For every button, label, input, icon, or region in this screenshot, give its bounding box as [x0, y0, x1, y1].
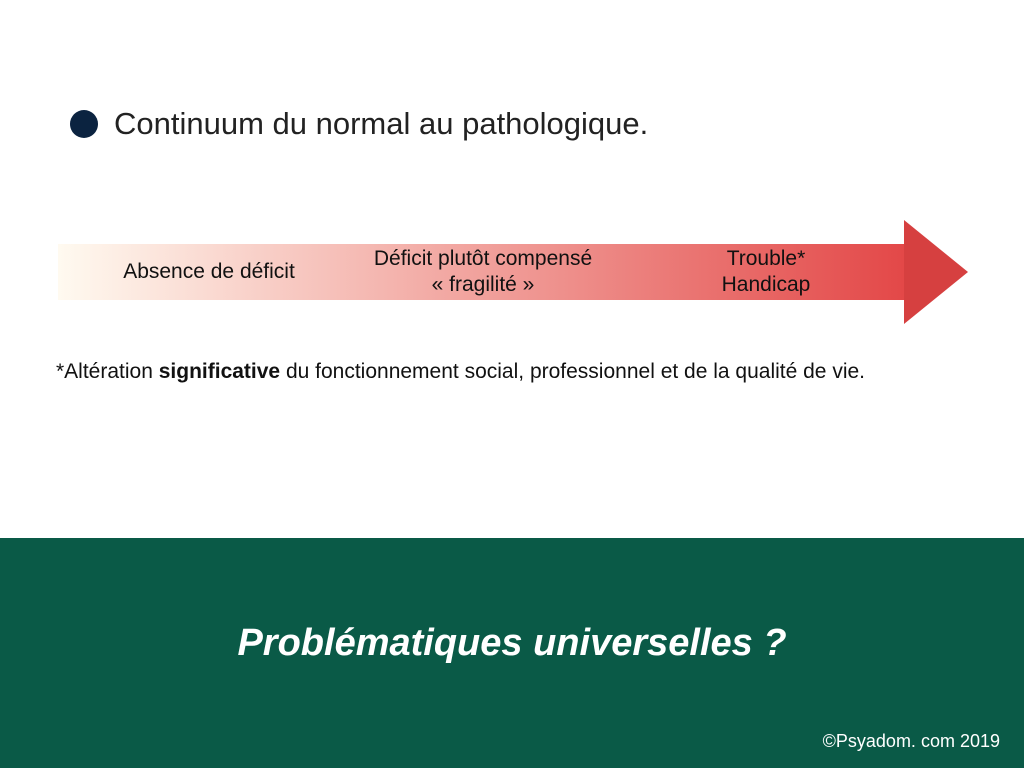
- bullet-icon: [70, 110, 98, 138]
- footnote: *Altération significative du fonctionnem…: [56, 360, 968, 384]
- arrow-label-1: Absence de déficit: [94, 259, 324, 285]
- arrow-labels: Absence de déficit Déficit plutôt compen…: [58, 220, 968, 324]
- arrow-label-1-line1: Absence de déficit: [123, 260, 295, 283]
- arrow-label-2-line1: Déficit plutôt compensé: [374, 247, 592, 270]
- arrow-label-3: Trouble* Handicap: [686, 246, 846, 299]
- upper-panel: Continuum du normal au pathologique. Abs…: [0, 0, 1024, 538]
- arrow-label-2: Déficit plutôt compensé « fragilité »: [358, 246, 608, 299]
- footnote-prefix: *Altération: [56, 360, 159, 383]
- footnote-bold: significative: [159, 360, 280, 383]
- question-text: Problématiques universelles ?: [0, 622, 1024, 665]
- arrow-label-3-line1: Trouble*: [727, 247, 806, 270]
- continuum-arrow: Absence de déficit Déficit plutôt compen…: [58, 220, 968, 324]
- footnote-suffix: du fonctionnement social, professionnel …: [280, 360, 865, 383]
- lower-panel: Problématiques universelles ? ©Psyadom. …: [0, 538, 1024, 768]
- slide-title: Continuum du normal au pathologique.: [114, 106, 648, 142]
- copyright-text: ©Psyadom. com 2019: [823, 731, 1000, 752]
- arrow-label-2-line2: « fragilité »: [432, 273, 535, 296]
- title-row: Continuum du normal au pathologique.: [0, 0, 1024, 142]
- arrow-label-3-line2: Handicap: [722, 273, 811, 296]
